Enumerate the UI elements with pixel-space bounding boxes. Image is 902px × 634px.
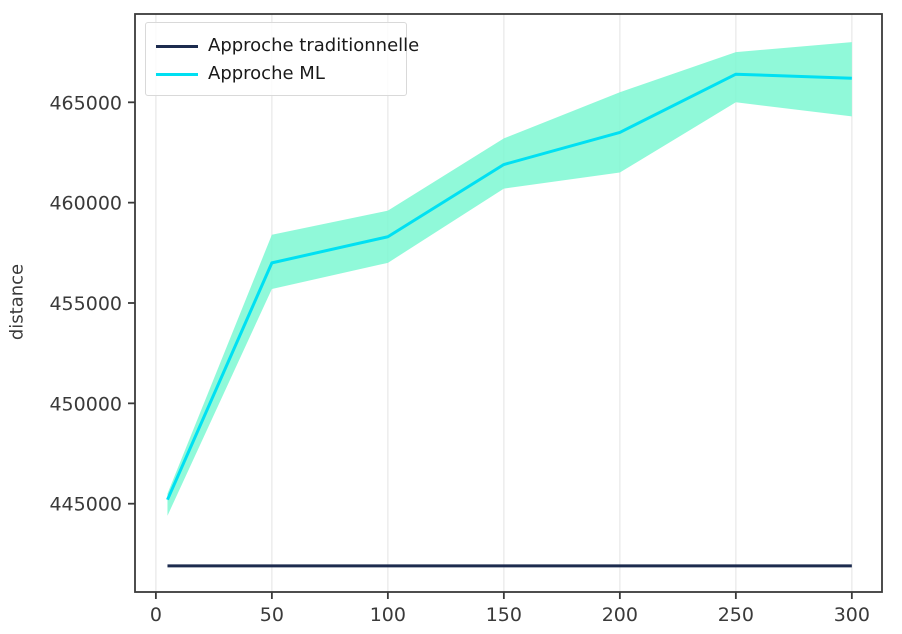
series-lines — [166, 72, 852, 568]
series-line-1 — [166, 72, 852, 501]
axis-ticks — [128, 101, 853, 599]
y-tick-label: 465000 — [49, 92, 122, 114]
legend-line-swatch-ml — [156, 72, 198, 76]
y-tick-label: 445000 — [49, 494, 122, 516]
x-tick-label: 250 — [718, 604, 754, 626]
y-tick-label: 450000 — [49, 393, 122, 415]
legend-line-swatch-traditionnelle — [156, 44, 198, 48]
legend-label-traditionnelle: Approche traditionnelle — [208, 35, 420, 56]
y-tick-label: 455000 — [49, 293, 122, 315]
x-tick-label: 200 — [602, 604, 638, 626]
tick-labels: 0 50 100 150 200 250 300 445000 450000 455000 4600… — [49, 92, 870, 626]
x-tick-label: 100 — [370, 604, 406, 626]
y-axis-label: distance — [6, 263, 28, 341]
x-tick-label: 150 — [486, 604, 522, 626]
x-tick-label: 0 — [150, 604, 162, 626]
confidence-band-area — [167, 42, 852, 516]
x-tick-label: 50 — [260, 604, 284, 626]
confidence-band — [167, 42, 852, 516]
y-tick-label: 460000 — [49, 193, 122, 215]
x-tick-label: 300 — [834, 604, 870, 626]
legend-item-traditionnelle: Approche traditionnelle — [156, 32, 419, 60]
legend: Approche traditionnelle Approche ML — [145, 22, 419, 96]
legend-item-ml: Approche ML — [156, 60, 406, 88]
legend-label-ml: Approche ML — [208, 63, 325, 84]
